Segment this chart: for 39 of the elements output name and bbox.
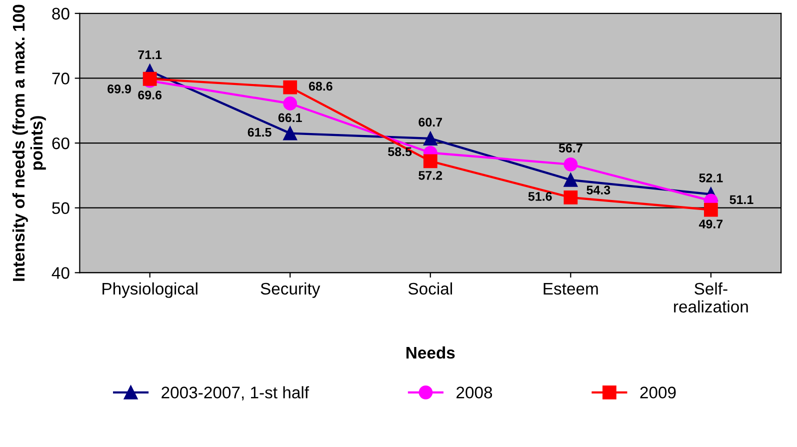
legend-label: 2003-2007, 1-st half — [162, 386, 310, 400]
point — [704, 202, 718, 217]
data-label: 68.6 — [308, 82, 332, 91]
data-label: 61.5 — [248, 128, 272, 137]
data-label: 69.6 — [138, 90, 162, 100]
x-tick-label: Esteem — [544, 283, 598, 295]
data-label: 51.1 — [730, 195, 754, 204]
y-axis-title: Intensity of needs (from a max. 100 points) — [12, 4, 46, 281]
legend-label: 2009 — [640, 386, 676, 398]
x-tick-label: Security — [260, 282, 320, 298]
point — [564, 173, 578, 187]
data-label: 71.1 — [138, 50, 162, 60]
data-label: 56.7 — [558, 144, 582, 153]
point — [283, 126, 298, 140]
y-tick-label: 60 — [52, 137, 70, 150]
data-label: 49.7 — [698, 220, 723, 228]
y-tick-label: 40 — [52, 267, 70, 279]
x-axis-title: Needs — [406, 346, 455, 359]
data-label: 69.9 — [108, 84, 131, 94]
data-label: 52.1 — [699, 173, 723, 182]
x-tick-label: Self- realization — [674, 282, 748, 313]
data-label: 54.3 — [586, 186, 610, 194]
point — [423, 154, 438, 168]
y-tick-label: 80 — [52, 8, 70, 20]
legend-label: 2008 — [456, 386, 492, 398]
x-tick-label: Physiological — [102, 282, 198, 298]
y-tick-label: 50 — [52, 202, 70, 214]
data-label: 66.1 — [278, 113, 302, 122]
data-label: 58.5 — [388, 147, 412, 156]
point — [564, 190, 578, 204]
point — [283, 80, 298, 94]
data-label: 57.2 — [418, 170, 442, 180]
data-label: 60.7 — [418, 118, 442, 127]
data-label: 51.6 — [528, 192, 552, 201]
x-tick-label: Social — [408, 282, 452, 295]
point — [283, 96, 298, 110]
point — [564, 157, 578, 172]
point — [423, 132, 438, 146]
y-tick-label: 70 — [52, 72, 70, 84]
